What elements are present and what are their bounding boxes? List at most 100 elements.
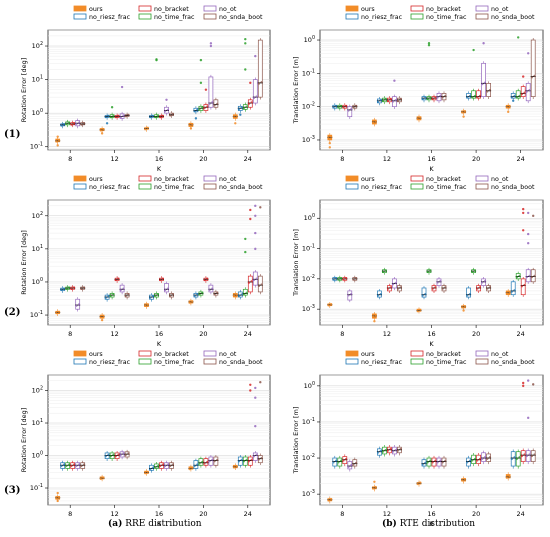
point-no_time_frac: [515, 96, 519, 99]
point-no_ot: [77, 463, 81, 466]
point-no_bracket: [250, 280, 253, 283]
point-no_ot: [483, 456, 486, 459]
point-no_ot: [252, 455, 256, 458]
outlier-no_snda_boot: [532, 383, 535, 386]
point-no_time_frac: [384, 448, 387, 452]
point-no_snda_boot: [213, 460, 216, 463]
point-no_riesz_frac: [421, 463, 424, 466]
point-no_ot: [525, 454, 529, 458]
point-ours: [235, 293, 238, 296]
point-no_riesz_frac: [104, 116, 107, 119]
point-no_bracket: [387, 449, 390, 452]
point-no_riesz_frac: [237, 460, 241, 463]
outlier-no_bracket: [249, 383, 252, 386]
plot-frame: [47, 29, 271, 151]
legend-label-no_riesz_frac: no_riesz_frac: [89, 14, 131, 21]
outlier-ours: [373, 320, 376, 323]
legend-label-ours: ours: [89, 351, 103, 358]
point-no_time_frac: [242, 293, 246, 296]
outlier-no_ot: [527, 232, 530, 236]
point-no_riesz_frac: [193, 294, 196, 297]
point-no_bracket: [250, 101, 253, 104]
point-no_time_frac: [109, 294, 112, 297]
outlier-no_bracket: [249, 208, 252, 212]
y-tick-label: 10-1: [302, 244, 315, 253]
gridlines: [48, 29, 270, 151]
point-no_riesz_frac: [377, 294, 380, 297]
x-tick-label: 8: [340, 510, 344, 518]
legend-label-no_riesz_frac: no_riesz_frac: [89, 184, 131, 191]
point-no_time_frac: [471, 96, 474, 99]
point-no_snda_boot: [82, 286, 86, 289]
legend-label-no_snda_boot: no_snda_boot: [219, 14, 263, 21]
point-no_time_frac: [245, 458, 248, 461]
point-no_bracket: [478, 94, 481, 98]
x-tick-label: 8: [68, 510, 72, 518]
point-no_riesz_frac: [466, 461, 469, 464]
point-no_ot: [119, 453, 122, 456]
outlier-no_bracket: [522, 384, 525, 388]
point-ours: [374, 485, 377, 489]
point-no_time_frac: [201, 106, 204, 109]
y-tick-label: 100: [304, 213, 315, 222]
legend-swatch-ours: [73, 5, 87, 12]
outlier-no_snda_boot: [532, 214, 535, 218]
point-no_ot: [77, 121, 81, 124]
point-no_riesz_frac: [424, 461, 427, 464]
legend-label-no_ot: no_ot: [219, 351, 237, 358]
point-no_bracket: [342, 459, 345, 462]
point-no_time_frac: [242, 460, 246, 463]
row-label-3: (3): [4, 485, 21, 496]
legend: ours no_bracket no_ot no_riesz_frac no_time_…: [345, 350, 535, 366]
point-no_riesz_frac: [424, 96, 427, 99]
outlier-no_time_frac: [517, 36, 520, 39]
point-no_ot: [75, 304, 78, 307]
point-no_ot: [75, 464, 78, 468]
point-no_ot: [164, 110, 167, 113]
point-no_riesz_frac: [104, 455, 107, 458]
point-no_ot: [122, 452, 125, 455]
legend-label-no_bracket: no_bracket: [154, 6, 189, 13]
point-no_riesz_frac: [424, 292, 427, 296]
x-tick-label: 16: [155, 330, 163, 338]
point-no_bracket: [342, 106, 345, 109]
box-no_ot: [252, 79, 258, 104]
x-tick-label: 20: [199, 510, 207, 518]
x-tick-label: 24: [517, 330, 525, 338]
point-no_snda_boot: [124, 453, 127, 456]
legend-swatch-no_riesz_frac: [345, 183, 359, 190]
point-no_bracket: [206, 460, 209, 464]
point-no_snda_boot: [488, 286, 491, 289]
x-axis-label: K: [429, 165, 434, 173]
x-axis-label: K: [157, 165, 162, 173]
point-no_bracket: [345, 277, 348, 280]
y-axis-label: Translation Error [m]: [292, 407, 300, 475]
y-tick-label: 10-1: [30, 483, 43, 492]
outlier-ours: [100, 132, 104, 135]
legend-swatch-no_bracket: [138, 350, 152, 357]
y-tick-label: 10-1: [30, 142, 43, 151]
panel-r1-c2: 10-3 10-2 10-1 100 8 12 16 20 24 K Translation Err…: [292, 5, 544, 173]
point-ours: [99, 316, 102, 319]
point-no_ot: [166, 108, 169, 111]
point-no_bracket: [72, 463, 76, 466]
point-no_snda_boot: [533, 74, 536, 77]
outlier-no_time_frac: [427, 42, 431, 45]
point-no_snda_boot: [80, 287, 83, 290]
point-ours: [188, 124, 191, 127]
point-no_time_frac: [384, 269, 387, 272]
x-tick-label: 24: [517, 510, 525, 518]
point-no_bracket: [520, 454, 524, 458]
legend-swatch-no_time_frac: [138, 13, 152, 20]
legend-label-no_time_frac: no_time_frac: [426, 184, 467, 191]
legend-swatch-no_ot: [203, 350, 217, 357]
point-no_riesz_frac: [379, 98, 382, 102]
point-no_snda_boot: [124, 115, 127, 118]
legend-label-no_ot: no_ot: [219, 176, 237, 183]
outlier-no_time_frac: [244, 237, 247, 241]
legend-swatch-ours: [345, 175, 359, 182]
point-ours: [235, 464, 238, 468]
x-tick-label: 24: [244, 510, 252, 518]
point-no_riesz_frac: [510, 96, 513, 99]
legend-label-no_riesz_frac: no_riesz_frac: [361, 14, 403, 21]
